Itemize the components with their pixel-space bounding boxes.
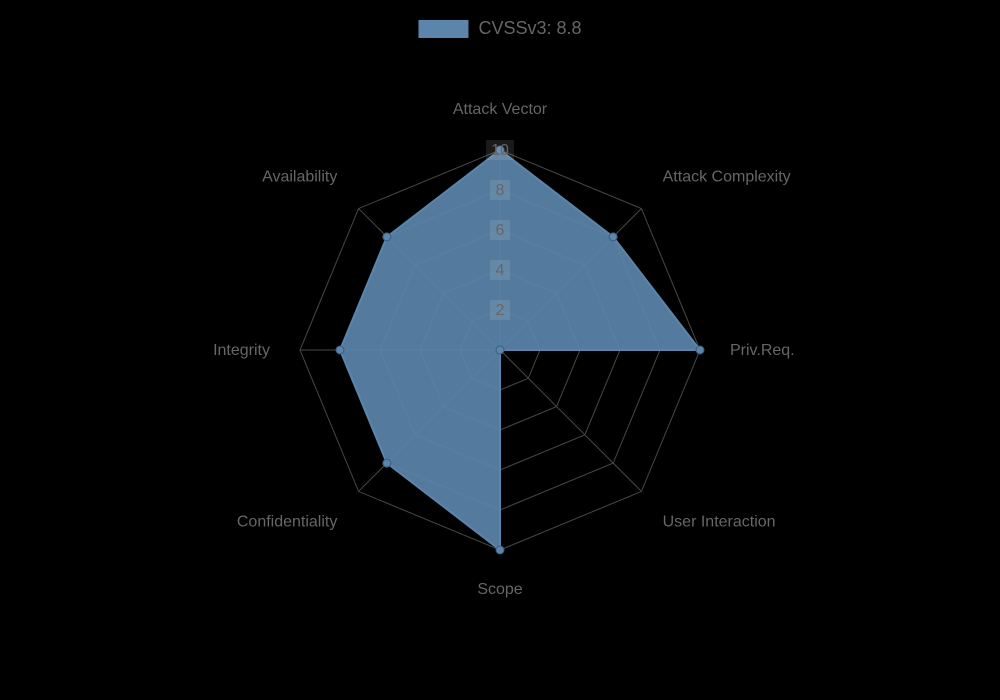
data-point [496,346,504,354]
axis-label: Confidentiality [237,514,338,531]
data-point [696,346,704,354]
radar-chart-svg: 2 4 6 8 10 Attack Vector Attack Complexity Priv… [0,0,1000,700]
data-point [609,233,617,241]
axis-label: Priv.Req. [730,342,795,359]
tick-label: 8 [496,182,505,199]
legend-label: CVSSv3: 8.8 [478,18,581,39]
axis-label: Scope [477,581,522,598]
axis-label: Attack Complexity [663,168,791,185]
data-point [336,346,344,354]
radar-chart-container: CVSSv3: 8.8 2 4 6 8 10 Attack Vector Attack Co… [0,0,1000,700]
data-point [496,546,504,554]
axis-label: Availability [262,168,337,185]
legend-swatch [418,20,468,38]
axis-label: User Interaction [663,514,776,531]
tick-label: 4 [496,262,505,279]
axis-label: Integrity [213,342,270,359]
chart-legend: CVSSv3: 8.8 [418,18,581,39]
data-polygon [340,150,700,550]
tick-label: 6 [496,222,505,239]
tick-label: 10 [491,142,509,159]
axis-label: Attack Vector [453,101,548,118]
tick-label: 2 [496,302,505,319]
data-point [383,459,391,467]
data-point [383,233,391,241]
